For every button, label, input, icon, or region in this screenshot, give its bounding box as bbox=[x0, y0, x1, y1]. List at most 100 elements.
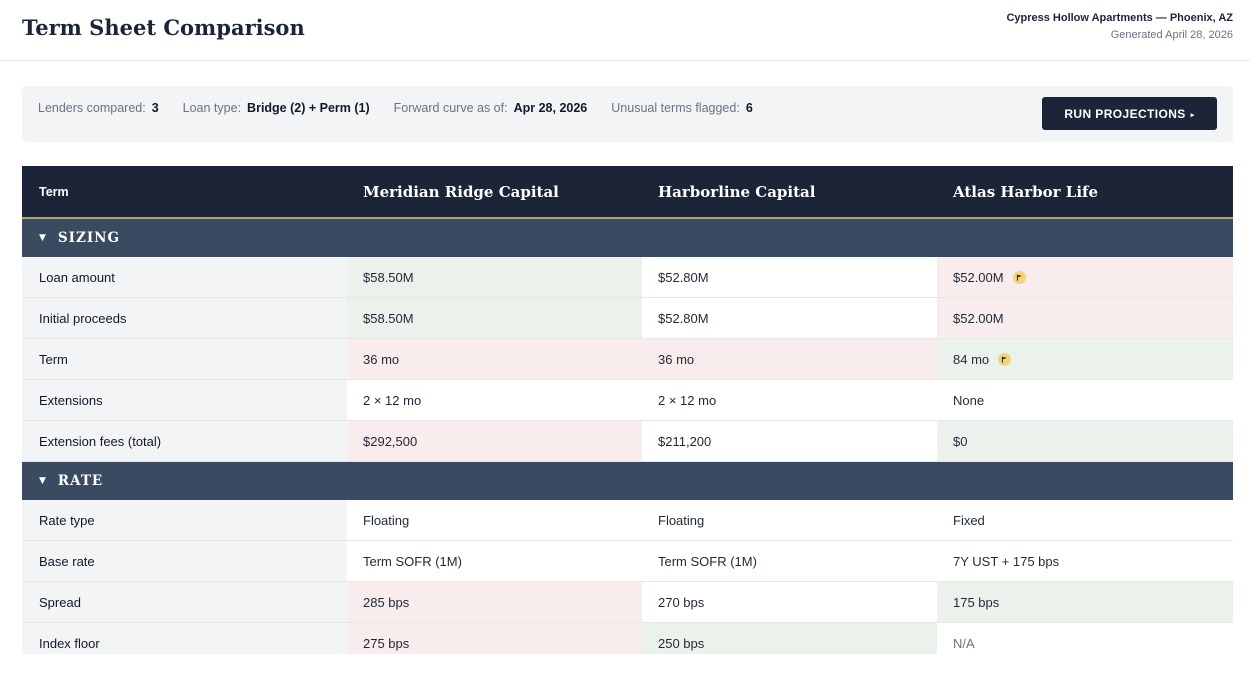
term-value-lender-2: 250 bps bbox=[642, 623, 937, 654]
value-text: 270 bps bbox=[658, 594, 705, 610]
term-value-lender-2: Term SOFR (1M) bbox=[642, 541, 937, 581]
table-row: Extension fees (total) $292,500 $211,200 $0 bbox=[22, 421, 1233, 462]
table-row: Initial proceeds $58.50M $52.80M $52.00M bbox=[22, 298, 1233, 339]
value-text: $211,200 bbox=[658, 433, 712, 449]
value-text: $292,500 bbox=[363, 433, 418, 449]
page-title: Term Sheet Comparison bbox=[22, 15, 305, 40]
term-value-lender-1: Floating bbox=[347, 500, 642, 540]
term-value-lender-2: Floating bbox=[642, 500, 937, 540]
table-row: Rate type Floating Floating Fixed bbox=[22, 500, 1233, 541]
value-text: None bbox=[953, 392, 985, 408]
table-body: ▼ SIZING Loan amount $58.50M $52.80M $52.00M I… bbox=[22, 219, 1233, 654]
term-value-lender-1: 275 bps bbox=[347, 623, 642, 654]
section-title: SIZING bbox=[57, 230, 121, 246]
summary-bar: Lenders compared: 3 Loan type: Bridge (2) … bbox=[22, 86, 1233, 142]
summary-loan-type-value: Bridge (2) + Perm (1) bbox=[247, 101, 370, 115]
summary-loan-type-label: Loan type: bbox=[182, 101, 242, 115]
table-row: Index floor 275 bps 250 bps N/A bbox=[22, 623, 1233, 654]
term-label: Rate type bbox=[22, 500, 347, 540]
value-text: 36 mo bbox=[658, 351, 695, 367]
table-row: Spread 285 bps 270 bps 175 bps bbox=[22, 582, 1233, 623]
triangle-right-icon: ▸ bbox=[1190, 111, 1195, 119]
term-label: Term bbox=[22, 339, 347, 379]
table-row: Base rate Term SOFR (1M) Term SOFR (1M) 7Y … bbox=[22, 541, 1233, 582]
term-value-lender-1: Term SOFR (1M) bbox=[347, 541, 642, 581]
table-row: Term 36 mo 36 mo 84 mo bbox=[22, 339, 1233, 380]
term-value-lender-3: $52.00M bbox=[937, 257, 1233, 297]
value-text: 7Y UST + 175 bps bbox=[953, 553, 1060, 569]
value-text: Floating bbox=[658, 512, 705, 528]
term-value-lender-1: $58.50M bbox=[347, 298, 642, 338]
term-value-lender-2: 2 × 12 mo bbox=[642, 380, 937, 420]
term-label: Initial proceeds bbox=[22, 298, 347, 338]
value-text: Term SOFR (1M) bbox=[658, 553, 757, 569]
term-value-lender-2: $52.80M bbox=[642, 298, 937, 338]
project-name: Cypress Hollow Apartments — Phoenix, AZ bbox=[1006, 12, 1233, 24]
summary-flagged: Unusual terms flagged: 6 bbox=[611, 101, 753, 115]
term-comparison-table: Term Meridian Ridge Capital Harborline C… bbox=[22, 166, 1233, 654]
summary-lenders-label: Lenders compared: bbox=[38, 101, 146, 115]
table-row: Loan amount $58.50M $52.80M $52.00M bbox=[22, 257, 1233, 298]
value-text: 285 bps bbox=[363, 594, 410, 610]
caret-down-icon: ▼ bbox=[39, 476, 46, 486]
term-value-lender-1: 285 bps bbox=[347, 582, 642, 622]
value-text: $52.00M bbox=[953, 310, 1004, 326]
summary-loan-type: Loan type: Bridge (2) + Perm (1) bbox=[183, 101, 370, 115]
term-label: Loan amount bbox=[22, 257, 347, 297]
summary-lenders: Lenders compared: 3 bbox=[38, 101, 159, 115]
term-value-lender-2: 270 bps bbox=[642, 582, 937, 622]
value-text: N/A bbox=[953, 635, 975, 651]
value-text: 275 bps bbox=[363, 635, 410, 651]
term-value-lender-3: 7Y UST + 175 bps bbox=[937, 541, 1233, 581]
section-header-sizing[interactable]: ▼ SIZING bbox=[22, 219, 1233, 257]
table-row: Extensions 2 × 12 mo 2 × 12 mo None bbox=[22, 380, 1233, 421]
term-value-lender-3: $52.00M bbox=[937, 298, 1233, 338]
value-text: 250 bps bbox=[658, 635, 705, 651]
term-value-lender-1: $292,500 bbox=[347, 421, 642, 461]
value-text: $58.50M bbox=[363, 310, 414, 326]
section-header-rate[interactable]: ▼ RATE bbox=[22, 462, 1233, 500]
term-value-lender-3: 84 mo bbox=[937, 339, 1233, 379]
value-text: Floating bbox=[363, 512, 410, 528]
term-label: Index floor bbox=[22, 623, 347, 654]
section-title: RATE bbox=[57, 473, 104, 489]
summary-curve-value: Apr 28, 2026 bbox=[513, 101, 588, 115]
term-value-lender-3: N/A bbox=[937, 623, 1233, 654]
summary-curve-label: Forward curve as of: bbox=[393, 101, 508, 115]
column-header-term: Term bbox=[39, 184, 69, 199]
value-text: $58.50M bbox=[363, 269, 414, 285]
summary-lenders-value: 3 bbox=[151, 101, 159, 115]
term-value-lender-1: 2 × 12 mo bbox=[347, 380, 642, 420]
term-value-lender-1: 36 mo bbox=[347, 339, 642, 379]
flag-icon[interactable] bbox=[1012, 270, 1026, 284]
column-header-lender-3: Atlas Harbor Life bbox=[953, 182, 1099, 201]
column-header-lender-2: Harborline Capital bbox=[658, 182, 816, 201]
term-value-lender-2: $52.80M bbox=[642, 257, 937, 297]
term-value-lender-3: 175 bps bbox=[937, 582, 1233, 622]
value-text: $52.00M bbox=[953, 269, 1004, 285]
value-text: 84 mo bbox=[953, 351, 990, 367]
summary-forward-curve: Forward curve as of: Apr 28, 2026 bbox=[394, 101, 588, 115]
value-text: 175 bps bbox=[953, 594, 1000, 610]
term-value-lender-3: $0 bbox=[937, 421, 1233, 461]
value-text: 2 × 12 mo bbox=[658, 392, 717, 408]
term-label: Extensions bbox=[22, 380, 347, 420]
run-projections-button[interactable]: RUN PROJECTIONS ▸ bbox=[1042, 97, 1217, 130]
run-projections-label: RUN PROJECTIONS bbox=[1064, 106, 1186, 121]
term-value-lender-2: 36 mo bbox=[642, 339, 937, 379]
term-label: Extension fees (total) bbox=[22, 421, 347, 461]
term-value-lender-1: $58.50M bbox=[347, 257, 642, 297]
value-text: Term SOFR (1M) bbox=[363, 553, 462, 569]
value-text: 2 × 12 mo bbox=[363, 392, 422, 408]
table-header: Term Meridian Ridge Capital Harborline C… bbox=[22, 166, 1233, 219]
value-text: 36 mo bbox=[363, 351, 400, 367]
value-text: Fixed bbox=[953, 512, 985, 528]
term-value-lender-3: None bbox=[937, 380, 1233, 420]
generated-date: Generated April 28, 2026 bbox=[1110, 29, 1233, 41]
value-text: $0 bbox=[953, 433, 968, 449]
value-text: $52.80M bbox=[658, 310, 709, 326]
caret-down-icon: ▼ bbox=[39, 233, 46, 243]
flag-icon[interactable] bbox=[998, 352, 1012, 366]
summary-flagged-value: 6 bbox=[745, 101, 753, 115]
summary-items: Lenders compared: 3 Loan type: Bridge (2) … bbox=[38, 101, 777, 115]
